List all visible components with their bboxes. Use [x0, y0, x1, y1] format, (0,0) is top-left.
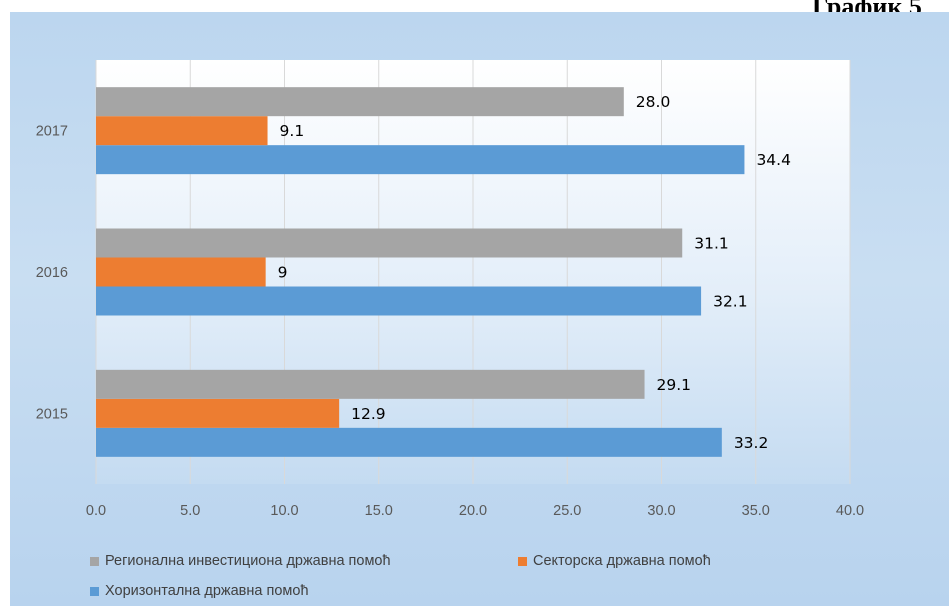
x-tick-label: 40.0: [836, 503, 864, 519]
x-tick-label: 25.0: [553, 503, 581, 519]
legend-item-horizontal: Хоризонтална државна помоћ: [90, 583, 309, 599]
x-tick-label: 35.0: [742, 503, 770, 519]
y-category-label: 2016: [36, 265, 68, 281]
data-label: 32.1: [713, 293, 748, 311]
legend-item-sectoral: Секторска државна помоћ: [518, 553, 711, 569]
legend-label-sectoral: Секторска државна помоћ: [533, 553, 711, 569]
chart-frame: 33.2 12.9 29.1 32.1 9 31.1 34.4 9.1 28.0 0.0 5.0 1…: [10, 12, 949, 606]
legend-swatch-sectoral: [518, 556, 527, 566]
legend-swatch-horizontal: [90, 586, 99, 596]
bar: [96, 145, 745, 175]
legend-label-horizontal: Хоризонтална државна помоћ: [105, 583, 309, 599]
x-tick-label: 30.0: [647, 503, 675, 519]
bar: [96, 228, 683, 258]
y-category-label: 2015: [36, 406, 68, 422]
bar: [96, 369, 645, 399]
legend-swatch-regional: [90, 556, 99, 566]
bar: [96, 116, 268, 146]
data-label: 33.2: [734, 434, 769, 452]
legend-label-regional: Регионална инвестициона државна помоћ: [105, 553, 391, 569]
data-label: 9.1: [280, 122, 305, 140]
x-tick-label: 0.0: [86, 503, 106, 519]
data-label: 31.1: [694, 235, 729, 253]
data-label: 9: [278, 264, 288, 282]
bar: [96, 398, 340, 428]
x-tick-label: 5.0: [180, 503, 200, 519]
bar: [96, 257, 266, 287]
x-tick-label: 10.0: [270, 503, 298, 519]
bar: [96, 286, 702, 316]
x-tick-label: 15.0: [365, 503, 393, 519]
bar: [96, 427, 722, 457]
data-label: 12.9: [351, 405, 386, 423]
data-label: 28.0: [636, 93, 671, 111]
x-tick-label: 20.0: [459, 503, 487, 519]
data-label: 34.4: [756, 151, 791, 169]
y-category-label: 2017: [36, 124, 68, 140]
data-label: 29.1: [657, 376, 692, 394]
bar-chart: 33.2 12.9 29.1 32.1 9 31.1 34.4 9.1 28.0 0.0 5.0 1…: [36, 60, 864, 519]
legend-item-regional: Регионална инвестициона државна помоћ: [90, 553, 391, 569]
bar: [96, 87, 624, 117]
